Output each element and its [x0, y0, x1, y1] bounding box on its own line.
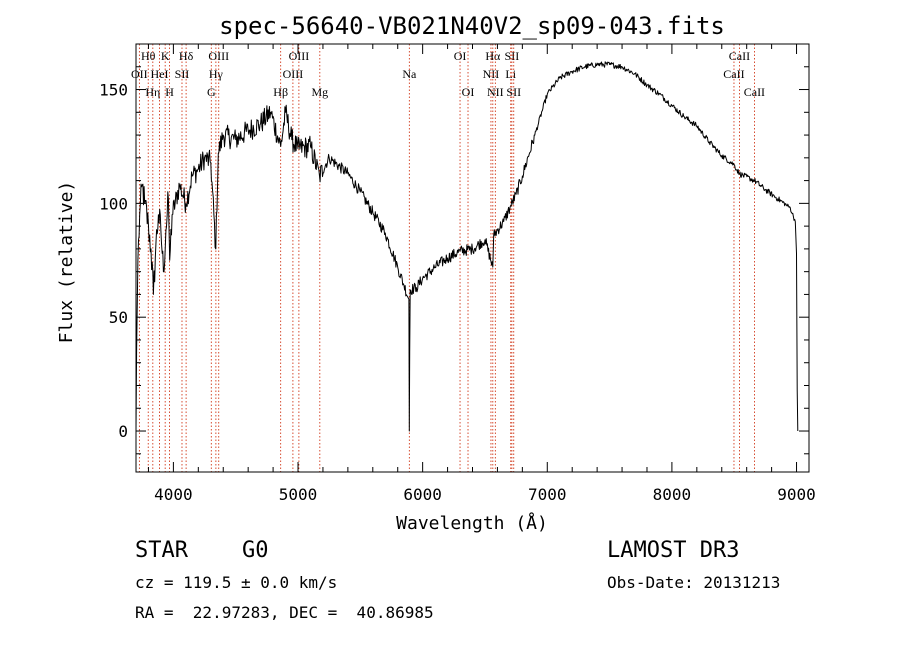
line-marker-label: Hθ [141, 49, 156, 63]
y-axis-label: Flux (relative) [56, 181, 77, 344]
line-marker-label: OI [454, 49, 467, 63]
line-marker-label: K [161, 49, 170, 63]
object-class: STAR [135, 538, 188, 563]
obs-date: Obs-Date: 20131213 [607, 573, 781, 592]
line-marker-label: HeI [151, 67, 169, 81]
line-marker-label: SII [175, 67, 190, 81]
line-marker-label: Hβ [273, 85, 288, 99]
line-marker-label: CaII [723, 67, 744, 81]
x-tick-label: 7000 [528, 485, 567, 504]
line-marker-label: SII [506, 85, 521, 99]
line-marker-label: NII [483, 67, 500, 81]
line-marker-label: Hη [145, 85, 160, 99]
spectrum-line [135, 61, 799, 432]
x-axis: 4000 5000 6000 7000 8000 9000 [147, 44, 816, 504]
y-tick-label: 150 [99, 81, 128, 100]
coordinates: RA = 22.97283, DEC = 40.86985 [135, 603, 434, 622]
spectrum-layer [135, 61, 799, 432]
x-tick-label: 9000 [777, 485, 816, 504]
line-marker-label: H [165, 85, 174, 99]
line-marker-label: OIII [289, 49, 310, 63]
x-tick-label: 8000 [653, 485, 692, 504]
line-marker-label: Hδ [179, 49, 194, 63]
line-marker-label: CaII [744, 85, 765, 99]
y-tick-label: 100 [99, 194, 128, 213]
line-marker-label: OIII [283, 67, 304, 81]
line-marker-label: OIII [208, 49, 229, 63]
line-marker-label: OI [462, 85, 475, 99]
plot-frame [135, 43, 810, 473]
object-subclass: G0 [242, 538, 269, 563]
x-tick-label: 5000 [279, 485, 318, 504]
x-tick-label: 4000 [154, 485, 193, 504]
line-marker-label: Mg [311, 85, 328, 99]
line-marker-label: NII [487, 85, 504, 99]
x-tick-label: 6000 [403, 485, 442, 504]
chart-title: spec-56640-VB021N40V2_sp09-043.fits [219, 12, 725, 40]
line-marker-label: Li [505, 67, 516, 81]
line-marker-label: Hα [485, 49, 501, 63]
line-marker-label: G [207, 85, 216, 99]
survey-name: LAMOST DR3 [607, 538, 740, 563]
y-tick-label: 0 [118, 422, 128, 441]
line-marker-label: OII [131, 67, 148, 81]
line-marker-label: Na [402, 67, 417, 81]
line-marker-label: SII [505, 49, 520, 63]
line-marker-label: Hγ [209, 67, 224, 81]
line-marker-label: CaII [729, 49, 750, 63]
y-tick-label: 50 [109, 308, 128, 327]
y-axis: 0 50 100 150 [99, 66, 809, 455]
redshift-readout: cz = 119.5 ± 0.0 km/s [135, 573, 338, 592]
x-axis-label: Wavelength (Å) [396, 512, 548, 534]
